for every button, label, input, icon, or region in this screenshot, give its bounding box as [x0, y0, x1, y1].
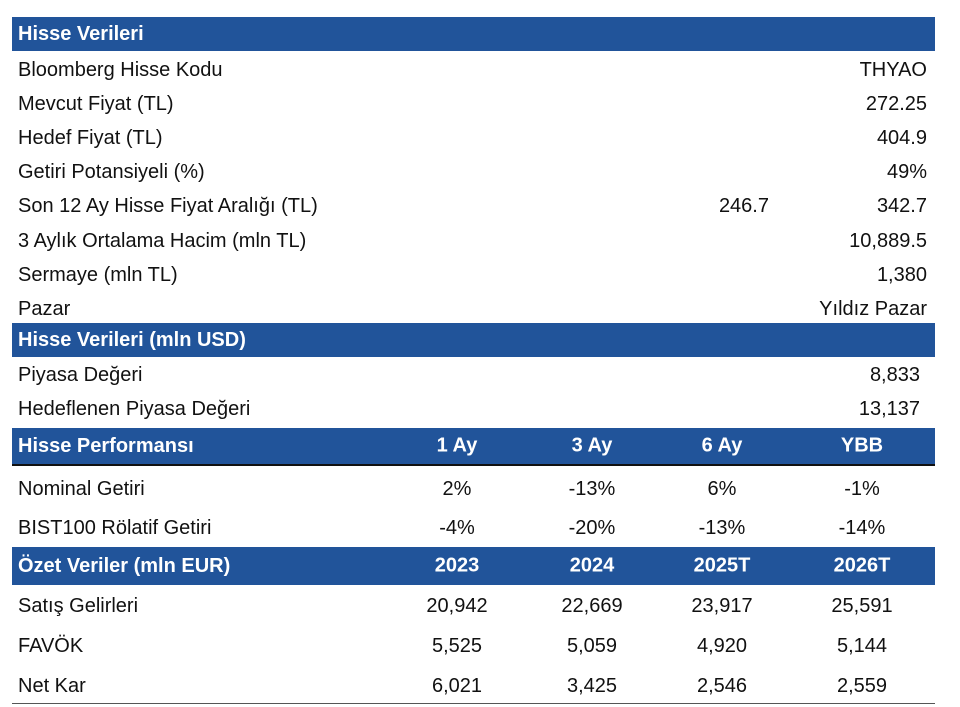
section-header-hisse-performansi: Hisse Performansı 1 Ay 3 Ay 6 Ay YBB [12, 428, 935, 466]
row-value: 10,889.5 [849, 229, 927, 252]
row-label: Bloomberg Hisse Kodu [18, 58, 223, 81]
table-row: Hedeflenen Piyasa Değeri 13,137 [12, 392, 920, 426]
table-row: FAVÖK 5,525 5,059 4,920 5,144 [12, 629, 927, 663]
row-label: FAVÖK [18, 634, 84, 657]
table-row: Son 12 Ay Hisse Fiyat Aralığı (TL) 246.7 3… [12, 190, 927, 224]
row-value: -13% [568, 477, 616, 500]
row-label: BIST100 Rölatif Getiri [18, 516, 212, 539]
row-value: 404.9 [876, 126, 927, 149]
column-header: 6 Ay [701, 434, 743, 457]
row-value: THYAO [859, 58, 927, 81]
row-value: 5,525 [431, 634, 483, 657]
column-header: 1 Ay [436, 434, 478, 457]
row-value: 49% [886, 161, 927, 184]
table-row: Mevcut Fiyat (TL) 272.25 [12, 87, 927, 121]
row-value: -1% [844, 477, 880, 500]
row-value: 2,559 [836, 674, 888, 697]
table-row: 3 Aylık Ortalama Hacim (mln TL) 10,889.5 [12, 224, 927, 258]
bottom-divider [12, 703, 935, 704]
section-title: Hisse Performansı [18, 434, 194, 457]
table-row: Satış Gelirleri 20,942 22,669 23,917 25,591 [12, 589, 927, 623]
section-title: Hisse Verileri (mln USD) [18, 328, 246, 351]
row-value: 342.7 [876, 195, 927, 218]
row-value: 25,591 [831, 594, 893, 617]
table-row: Getiri Potansiyeli (%) 49% [12, 156, 927, 190]
row-label: Pazar [18, 297, 71, 320]
row-value: -13% [698, 516, 746, 539]
row-value: 2% [442, 477, 472, 500]
row-label: Piyasa Değeri [18, 363, 143, 386]
section-title: Özet Veriler (mln EUR) [18, 554, 231, 577]
column-header: 2024 [569, 554, 615, 577]
row-label: Sermaye (mln TL) [18, 263, 178, 286]
row-value: Yıldız Pazar [819, 297, 927, 320]
row-value: 23,917 [691, 594, 753, 617]
table-row: Sermaye (mln TL) 1,380 [12, 258, 927, 292]
row-value: 5,059 [566, 634, 618, 657]
column-header: 2023 [434, 554, 480, 577]
row-value: 13,137 [858, 397, 920, 420]
table-row: Bloomberg Hisse Kodu THYAO [12, 53, 927, 87]
section-header-hisse-verileri-usd: Hisse Verileri (mln USD) [12, 323, 935, 357]
section-header-hisse-verileri: Hisse Verileri [12, 17, 935, 51]
row-label: 3 Aylık Ortalama Hacim (mln TL) [18, 229, 307, 252]
row-value: 8,833 [869, 363, 920, 386]
table-row: Nominal Getiri 2% -13% 6% -1% [12, 472, 927, 506]
table-row: Hedef Fiyat (TL) 404.9 [12, 121, 927, 155]
section-title: Hisse Verileri [18, 22, 144, 45]
row-label: Hedeflenen Piyasa Değeri [18, 397, 251, 420]
row-label: Mevcut Fiyat (TL) [18, 92, 174, 115]
section-header-ozet-veriler: Özet Veriler (mln EUR) 2023 2024 2025T 2… [12, 547, 935, 585]
row-value: 2,546 [696, 674, 748, 697]
row-label: Satış Gelirleri [18, 594, 139, 617]
column-header: 3 Ay [571, 434, 613, 457]
row-label: Net Kar [18, 674, 86, 697]
row-value: -14% [838, 516, 886, 539]
row-label: Son 12 Ay Hisse Fiyat Aralığı (TL) [18, 195, 318, 218]
row-low-value: 246.7 [718, 195, 769, 218]
row-value: 6,021 [431, 674, 483, 697]
row-value: -20% [568, 516, 616, 539]
row-value: 5,144 [836, 634, 888, 657]
row-value: 1,380 [876, 263, 927, 286]
row-value: -4% [439, 516, 475, 539]
row-value: 20,942 [426, 594, 488, 617]
row-label: Nominal Getiri [18, 477, 145, 500]
row-value: 6% [707, 477, 737, 500]
row-label: Hedef Fiyat (TL) [18, 126, 163, 149]
table-row: Pazar Yıldız Pazar [12, 292, 927, 326]
column-header: 2026T [833, 554, 891, 577]
row-value: 272.25 [865, 92, 927, 115]
row-value: 3,425 [566, 674, 618, 697]
table-row: BIST100 Rölatif Getiri -4% -20% -13% -14% [12, 511, 927, 545]
column-header: YBB [840, 434, 884, 457]
column-header: 2025T [693, 554, 751, 577]
row-value: 22,669 [561, 594, 623, 617]
row-label: Getiri Potansiyeli (%) [18, 161, 205, 184]
table-row: Piyasa Değeri 8,833 [12, 358, 920, 392]
table-row: Net Kar 6,021 3,425 2,546 2,559 [12, 669, 927, 703]
row-value: 4,920 [696, 634, 748, 657]
